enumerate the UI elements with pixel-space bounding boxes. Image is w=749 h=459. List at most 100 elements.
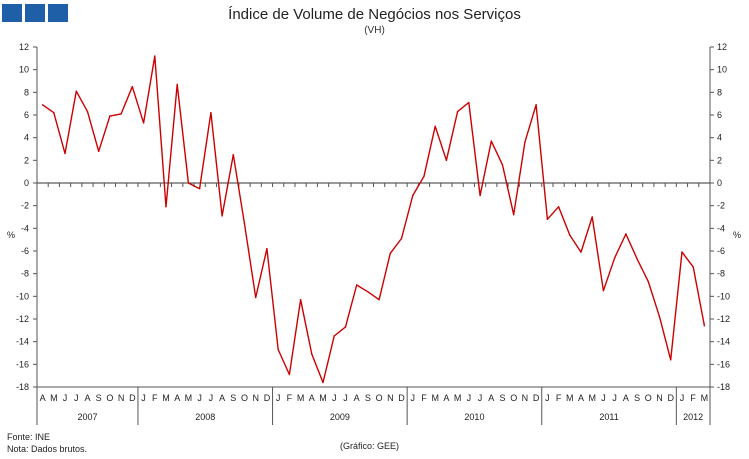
month-label: O bbox=[241, 393, 248, 403]
y-tick-label-right: -2 bbox=[717, 201, 725, 211]
data-point bbox=[557, 206, 560, 208]
month-label: D bbox=[398, 393, 405, 403]
month-label: A bbox=[219, 393, 225, 403]
month-label: M bbox=[185, 393, 193, 403]
month-label: J bbox=[467, 393, 472, 403]
month-label: N bbox=[522, 393, 529, 403]
chart-title: Índice de Volume de Negócios nos Serviço… bbox=[228, 6, 521, 23]
data-point bbox=[367, 291, 369, 293]
y-tick-label-left: -6 bbox=[21, 246, 29, 256]
data-point bbox=[187, 182, 190, 184]
data-point bbox=[490, 140, 492, 142]
y-tick-label-right: -10 bbox=[717, 291, 730, 301]
data-point bbox=[625, 233, 627, 235]
y-tick-label-left: -2 bbox=[21, 201, 29, 211]
y-tick-label-right: -18 bbox=[717, 382, 730, 392]
data-point bbox=[109, 115, 111, 117]
data-point bbox=[120, 113, 122, 115]
data-point bbox=[333, 335, 335, 337]
month-label: S bbox=[499, 393, 505, 403]
data-point bbox=[501, 164, 504, 166]
month-label: F bbox=[421, 393, 427, 403]
month-label: D bbox=[264, 393, 271, 403]
data-point bbox=[311, 353, 313, 355]
month-label: J bbox=[141, 393, 146, 403]
y-tick-label-left: -16 bbox=[16, 359, 29, 369]
year-label: 2007 bbox=[77, 412, 97, 422]
y-tick-label-right: 4 bbox=[717, 133, 722, 143]
y-tick-label-right: -6 bbox=[717, 246, 725, 256]
y-tick-label-left: -12 bbox=[16, 314, 29, 324]
month-label: M bbox=[50, 393, 58, 403]
y-tick-label-left: 6 bbox=[24, 110, 29, 120]
data-point bbox=[670, 359, 672, 361]
data-point bbox=[412, 194, 414, 197]
month-label: O bbox=[510, 393, 517, 403]
data-point bbox=[636, 258, 638, 260]
y-tick-label-right: -8 bbox=[717, 269, 725, 279]
month-label: J bbox=[276, 393, 281, 403]
month-label: F bbox=[690, 393, 696, 403]
month-label: A bbox=[309, 393, 315, 403]
month-label: M bbox=[701, 393, 709, 403]
data-point bbox=[580, 251, 582, 253]
month-label: D bbox=[533, 393, 540, 403]
y-tick-label-left: 10 bbox=[19, 65, 29, 75]
month-label: J bbox=[332, 393, 337, 403]
month-label: J bbox=[601, 393, 606, 403]
month-label: M bbox=[566, 393, 574, 403]
month-label: F bbox=[287, 393, 293, 403]
month-label: S bbox=[634, 393, 640, 403]
data-point bbox=[479, 194, 481, 197]
month-label: A bbox=[174, 393, 180, 403]
y-tick-label-right: 8 bbox=[717, 87, 722, 97]
y-tick-label-left: 2 bbox=[24, 155, 29, 165]
month-label: M bbox=[454, 393, 462, 403]
data-point bbox=[344, 326, 347, 328]
data-point bbox=[322, 381, 324, 384]
data-point bbox=[546, 218, 549, 220]
ine-logo-icon bbox=[2, 4, 68, 22]
y-tick-label-right: 0 bbox=[717, 178, 722, 188]
month-label: N bbox=[118, 393, 125, 403]
data-point bbox=[210, 112, 212, 114]
y-tick-label-left: -8 bbox=[21, 269, 29, 279]
chart-credit: (Gráfico: GEE) bbox=[340, 441, 400, 451]
data-point bbox=[288, 373, 291, 376]
month-label: A bbox=[488, 393, 494, 403]
data-point bbox=[165, 206, 167, 208]
year-label: 2008 bbox=[195, 412, 215, 422]
y-tick-label-left: -14 bbox=[16, 337, 29, 347]
data-point bbox=[389, 252, 392, 254]
month-label: O bbox=[106, 393, 113, 403]
y-tick-label-left: 12 bbox=[19, 42, 29, 52]
data-point bbox=[569, 234, 571, 236]
data-point bbox=[355, 284, 358, 286]
y-tick-label-left: 4 bbox=[24, 133, 29, 143]
month-label: J bbox=[545, 393, 550, 403]
data-point bbox=[535, 104, 537, 106]
data-point bbox=[221, 215, 223, 217]
y-axis-label-left: % bbox=[7, 230, 15, 240]
data-point bbox=[41, 104, 44, 106]
logo-square bbox=[2, 4, 22, 22]
y-tick-label-left: -18 bbox=[16, 382, 29, 392]
month-label: A bbox=[578, 393, 584, 403]
data-point bbox=[658, 316, 661, 318]
month-label: A bbox=[623, 393, 629, 403]
y-tick-label-left: 8 bbox=[24, 87, 29, 97]
series-line bbox=[42, 55, 706, 384]
month-label: D bbox=[667, 393, 674, 403]
data-point bbox=[266, 248, 268, 250]
data-point bbox=[703, 325, 706, 327]
data-point bbox=[681, 251, 683, 253]
month-label: O bbox=[376, 393, 383, 403]
month-label: F bbox=[556, 393, 562, 403]
month-label: N bbox=[656, 393, 663, 403]
y-tick-label-left: -4 bbox=[21, 223, 29, 233]
data-point bbox=[277, 348, 279, 351]
data-point bbox=[198, 187, 201, 190]
data-point bbox=[456, 110, 459, 113]
data-point bbox=[400, 237, 403, 240]
